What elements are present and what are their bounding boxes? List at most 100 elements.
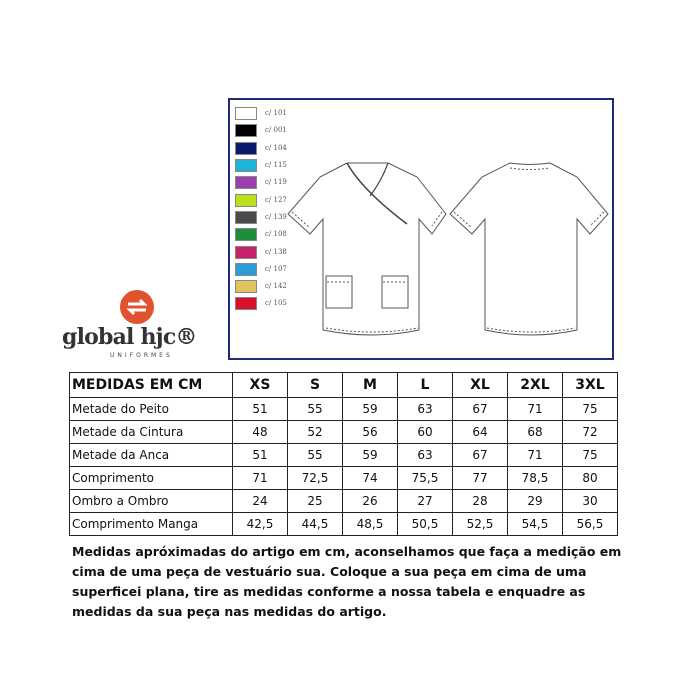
table-row: Ombro a Ombro 24 25 26 27 28 29 30 bbox=[69, 489, 618, 513]
color-swatch: c/ 101 bbox=[235, 105, 287, 122]
table-row: Comprimento Manga 42,5 44,5 48,5 50,5 52,5 54,… bbox=[69, 512, 618, 536]
measurement-label: Ombro a Ombro bbox=[69, 489, 233, 513]
measurement-value: 44,5 bbox=[287, 512, 343, 536]
color-swatch: c/ 107 bbox=[235, 261, 287, 278]
measurement-note: Medidas apróximadas do artigo em cm, aco… bbox=[72, 544, 622, 619]
size-header: S bbox=[287, 372, 343, 398]
measurement-value: 25 bbox=[287, 489, 343, 513]
measurement-value: 59 bbox=[342, 443, 398, 467]
measurement-value: 78,5 bbox=[507, 466, 563, 490]
size-header: XS bbox=[232, 372, 288, 398]
swatch-code: c/ 107 bbox=[265, 264, 287, 273]
color-swatch: c/ 115 bbox=[235, 157, 287, 174]
measurement-value: 75,5 bbox=[397, 466, 453, 490]
measurement-value: 75 bbox=[562, 397, 618, 421]
measurement-value: 50,5 bbox=[397, 512, 453, 536]
measurement-value: 71 bbox=[232, 466, 288, 490]
color-swatch: c/ 139 bbox=[235, 209, 287, 226]
color-swatch-list: c/ 101 c/ 001 c/ 104 c/ 115 c/ 119 c/ 127 c/ 1… bbox=[235, 105, 287, 313]
color-swatch: c/ 127 bbox=[235, 191, 287, 208]
measurement-value: 29 bbox=[507, 489, 563, 513]
swatch-box bbox=[235, 141, 257, 155]
measurement-value: 30 bbox=[562, 489, 618, 513]
swatch-code: c/ 104 bbox=[265, 143, 287, 152]
swatch-code: c/ 127 bbox=[265, 195, 287, 204]
measurement-value: 48,5 bbox=[342, 512, 398, 536]
measurement-value: 71 bbox=[507, 397, 563, 421]
color-swatch: c/ 142 bbox=[235, 278, 287, 295]
measurement-value: 54,5 bbox=[507, 512, 563, 536]
swatch-code: c/ 119 bbox=[265, 178, 287, 187]
measurement-value: 48 bbox=[232, 420, 288, 444]
size-header: 3XL bbox=[562, 372, 618, 398]
swatch-code: c/ 115 bbox=[265, 161, 287, 170]
measurement-value: 77 bbox=[452, 466, 508, 490]
size-header: M bbox=[342, 372, 398, 398]
logo-subtitle: UNIFORMES bbox=[110, 352, 173, 359]
swatch-code: c/ 101 bbox=[265, 109, 287, 118]
size-header: XL bbox=[452, 372, 508, 398]
table-row: Metade da Cintura 48 52 56 60 64 68 72 bbox=[69, 420, 618, 444]
measurement-value: 72 bbox=[562, 420, 618, 444]
swatch-box bbox=[235, 107, 257, 121]
color-swatch: c/ 119 bbox=[235, 174, 287, 191]
measurement-value: 59 bbox=[342, 397, 398, 421]
swatch-box bbox=[235, 228, 257, 242]
measurement-value: 71 bbox=[507, 443, 563, 467]
measurement-value: 27 bbox=[397, 489, 453, 513]
measurement-value: 28 bbox=[452, 489, 508, 513]
size-header: 2XL bbox=[507, 372, 563, 398]
logo-name: global hjc® bbox=[62, 324, 197, 350]
measurement-value: 55 bbox=[287, 443, 343, 467]
swatch-box bbox=[235, 245, 257, 259]
measurement-label: Metade da Anca bbox=[69, 443, 233, 467]
measurement-value: 52 bbox=[287, 420, 343, 444]
swatch-box bbox=[235, 297, 257, 311]
size-table: MEDIDAS EM CM XS S M L XL 2XL 3XL Metade do Pei… bbox=[69, 372, 618, 536]
swatch-box bbox=[235, 210, 257, 224]
color-swatch: c/ 104 bbox=[235, 140, 287, 157]
measurement-value: 56 bbox=[342, 420, 398, 444]
swatch-code: c/ 108 bbox=[265, 230, 287, 239]
table-row: Metade da Anca 51 55 59 63 67 71 75 bbox=[69, 443, 618, 467]
swatch-code: c/ 138 bbox=[265, 247, 287, 256]
color-swatch: c/ 138 bbox=[235, 243, 287, 260]
measurement-value: 67 bbox=[452, 397, 508, 421]
measurement-value: 24 bbox=[232, 489, 288, 513]
brand-logo: global hjc® UNIFORMES bbox=[62, 290, 226, 360]
measurement-value: 63 bbox=[397, 397, 453, 421]
measurement-value: 74 bbox=[342, 466, 398, 490]
color-swatch: c/ 105 bbox=[235, 295, 287, 312]
measurement-value: 75 bbox=[562, 443, 618, 467]
swatch-box bbox=[235, 193, 257, 207]
swatch-code: c/ 001 bbox=[265, 126, 287, 135]
size-header: L bbox=[397, 372, 453, 398]
measurement-value: 51 bbox=[232, 443, 288, 467]
measurement-value: 55 bbox=[287, 397, 343, 421]
swatch-code: c/ 105 bbox=[265, 299, 287, 308]
measurement-value: 51 bbox=[232, 397, 288, 421]
garment-drawing bbox=[287, 162, 609, 336]
swatch-box bbox=[235, 124, 257, 138]
measurement-value: 52,5 bbox=[452, 512, 508, 536]
measurement-label: Comprimento Manga bbox=[69, 512, 233, 536]
table-header-row: MEDIDAS EM CM XS S M L XL 2XL 3XL bbox=[69, 372, 618, 398]
measurement-value: 68 bbox=[507, 420, 563, 444]
measurement-value: 63 bbox=[397, 443, 453, 467]
color-swatch: c/ 001 bbox=[235, 122, 287, 139]
measurement-value: 42,5 bbox=[232, 512, 288, 536]
product-image-frame: c/ 101 c/ 001 c/ 104 c/ 115 c/ 119 c/ 127 c/ 1… bbox=[228, 98, 614, 360]
swatch-box bbox=[235, 176, 257, 190]
swatch-box bbox=[235, 262, 257, 276]
measurement-value: 80 bbox=[562, 466, 618, 490]
color-swatch: c/ 108 bbox=[235, 226, 287, 243]
measurement-label: Metade da Cintura bbox=[69, 420, 233, 444]
table-row: Comprimento 71 72,5 74 75,5 77 78,5 80 bbox=[69, 466, 618, 490]
measurement-value: 26 bbox=[342, 489, 398, 513]
logo-arrows-icon bbox=[120, 290, 154, 324]
measurement-value: 72,5 bbox=[287, 466, 343, 490]
measurement-label: Metade do Peito bbox=[69, 397, 233, 421]
swatch-box bbox=[235, 159, 257, 173]
measurement-value: 60 bbox=[397, 420, 453, 444]
measurement-value: 56,5 bbox=[562, 512, 618, 536]
